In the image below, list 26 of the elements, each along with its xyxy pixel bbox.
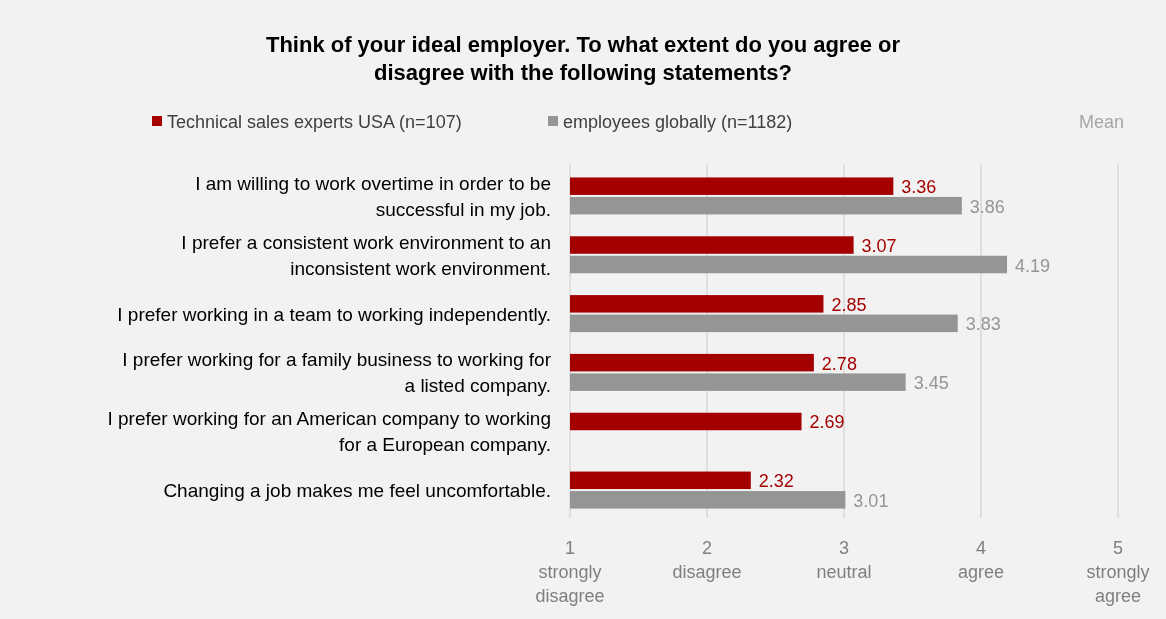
data-label: 3.36 — [901, 177, 937, 198]
x-axis-title: Mean — [1078, 112, 1124, 132]
data-label: 3.01 — [853, 490, 889, 511]
x-tick-label: 1 strongly disagree — [535, 538, 605, 606]
chart-title: Think of your ideal employer. To what extent do you agree or disagree with the following statements? — [265, 32, 901, 85]
data-label: 3.45 — [913, 373, 949, 394]
legend-label: Technical sales experts USA (n=107) — [167, 112, 462, 132]
data-label: 2.69 — [809, 412, 845, 433]
y-tick-label: I prefer working for a family business to working for a listed company. — [122, 349, 552, 397]
y-tick-label: I prefer a consistent work environment to an inconsistent work environment. — [181, 231, 551, 279]
data-label: 3.83 — [965, 314, 1001, 335]
y-tick-label: I am willing to work overtime in order to be successful in my job. — [195, 172, 551, 220]
data-label: 2.85 — [831, 294, 867, 315]
x-tick-label: 3 neutral — [816, 538, 872, 582]
x-tick-label: 2 disagree — [672, 538, 742, 582]
data-label: 2.32 — [758, 471, 794, 492]
data-label: 2.78 — [821, 353, 857, 374]
data-label: 4.19 — [1015, 255, 1051, 276]
y-tick-label: I prefer working for an American company to working for a European company. — [107, 408, 551, 456]
y-tick-label: Changing a job makes me feel uncomfortable. — [163, 480, 551, 502]
y-tick-label: I prefer working in a team to working independently. — [117, 303, 551, 325]
x-tick-label: 5 strongly agree — [1086, 538, 1150, 606]
x-tick-label: 4 agree — [957, 538, 1005, 582]
legend-label: employees globally (n=1182) — [563, 112, 793, 132]
data-label: 3.86 — [969, 196, 1005, 217]
data-label: 3.07 — [861, 236, 897, 257]
